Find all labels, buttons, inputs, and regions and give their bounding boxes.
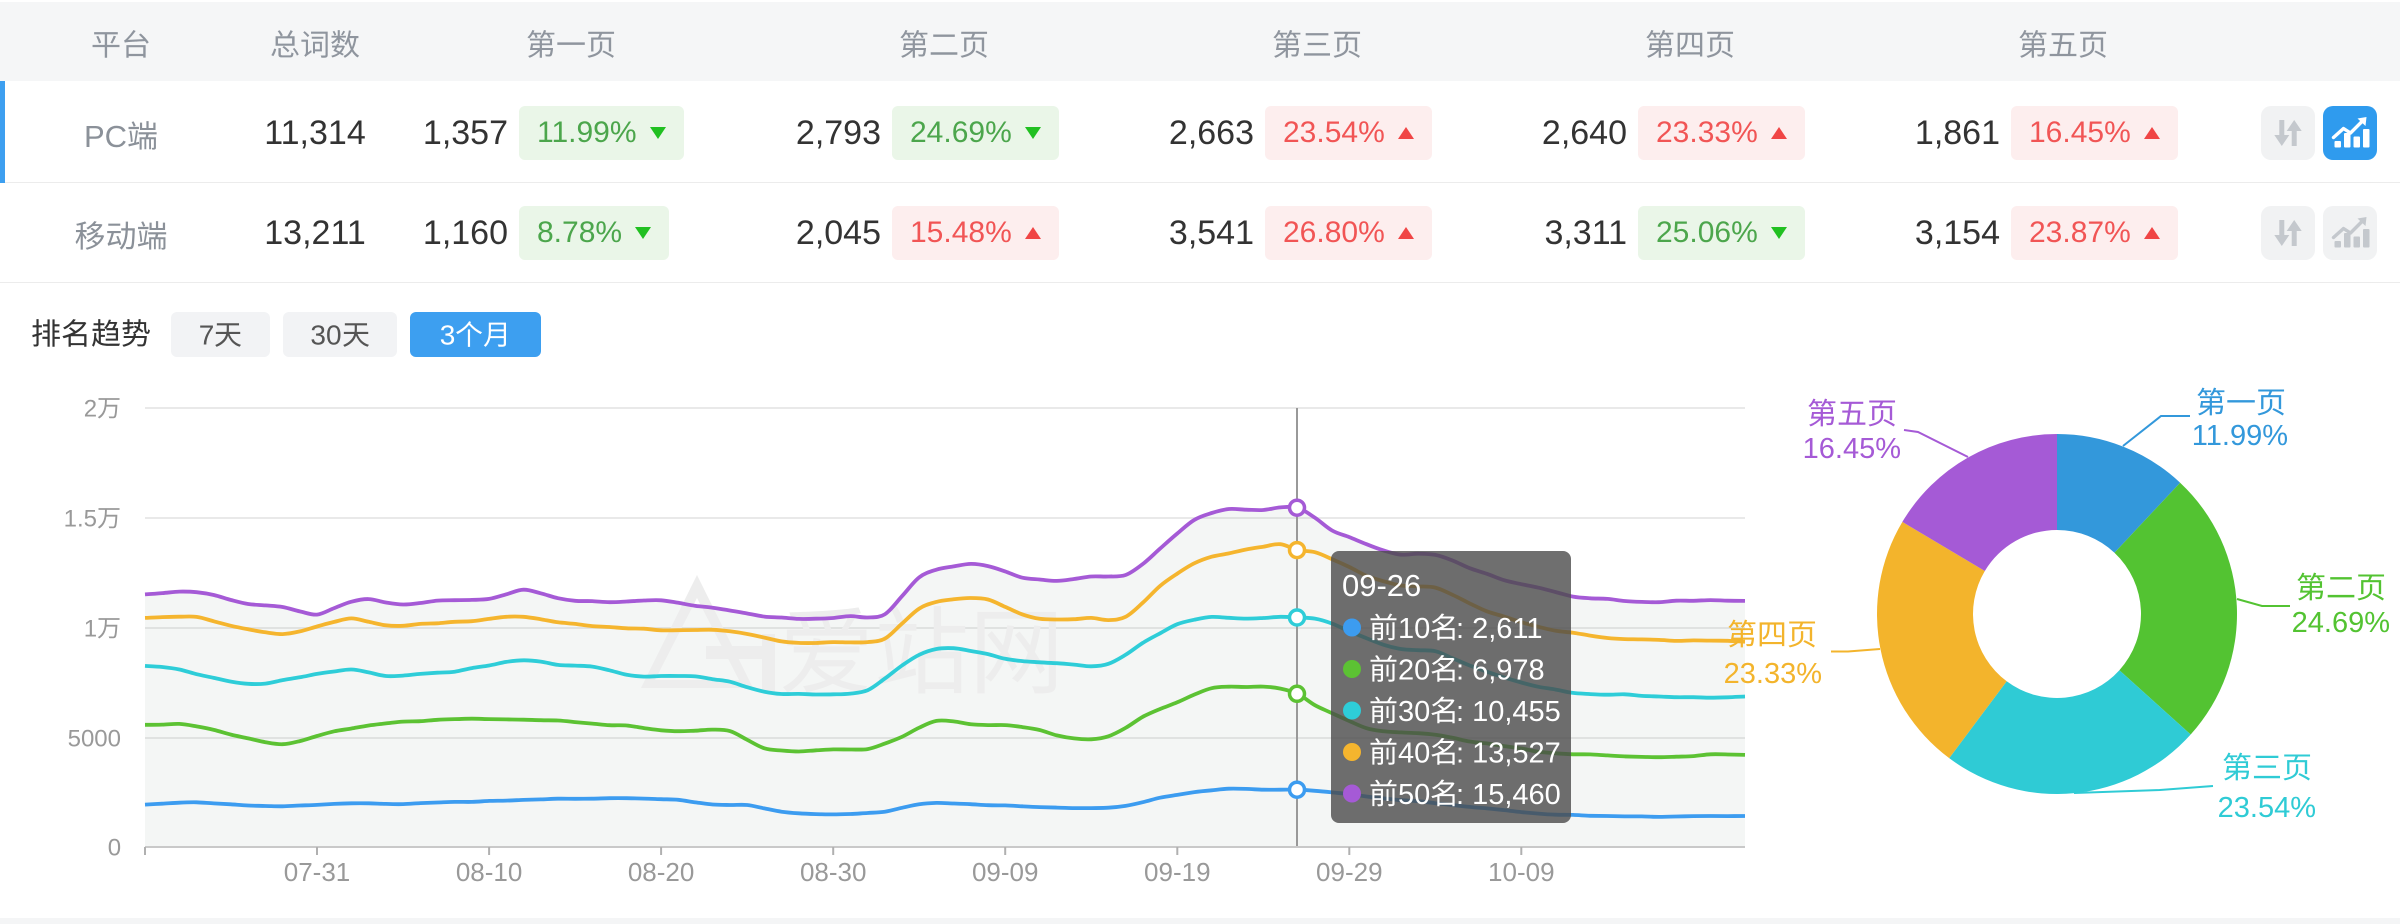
- svg-text:1: 1: [84, 616, 97, 643]
- svg-text:: 10,455: : 10,455: [1456, 696, 1561, 728]
- svg-text:2: 2: [84, 396, 97, 423]
- svg-text:09-29: 09-29: [1316, 857, 1383, 887]
- svg-text:1.5: 1.5: [64, 506, 97, 533]
- svg-text:23.33%: 23.33%: [1724, 658, 1822, 690]
- svg-text:09-26: 09-26: [1342, 568, 1421, 603]
- svg-text:40: 40: [1398, 738, 1430, 770]
- svg-text:08-30: 08-30: [800, 857, 867, 887]
- svg-text:16.45%: 16.45%: [1803, 433, 1901, 465]
- svg-text:08-10: 08-10: [456, 857, 523, 887]
- svg-text:08-20: 08-20: [628, 857, 695, 887]
- svg-text:: 2,611: : 2,611: [1456, 613, 1543, 645]
- svg-text:07-31: 07-31: [284, 857, 351, 887]
- svg-text:: 13,527: : 13,527: [1456, 738, 1561, 770]
- svg-text:09-09: 09-09: [972, 857, 1039, 887]
- svg-text:10-09: 10-09: [1488, 857, 1555, 887]
- svg-text:5000: 5000: [68, 726, 121, 753]
- svg-text:0: 0: [108, 835, 121, 862]
- svg-text:24.69%: 24.69%: [2292, 607, 2390, 639]
- svg-text:: 6,978: : 6,978: [1456, 655, 1545, 687]
- svg-text:: 15,460: : 15,460: [1456, 779, 1561, 811]
- svg-text:09-19: 09-19: [1144, 857, 1211, 887]
- svg-text:11.99%: 11.99%: [2192, 420, 2288, 452]
- svg-text:23.54%: 23.54%: [2218, 792, 2316, 824]
- svg-text:30: 30: [1398, 696, 1430, 728]
- svg-text:10: 10: [1398, 613, 1430, 645]
- svg-text:50: 50: [1398, 779, 1430, 811]
- svg-text:20: 20: [1398, 655, 1430, 687]
